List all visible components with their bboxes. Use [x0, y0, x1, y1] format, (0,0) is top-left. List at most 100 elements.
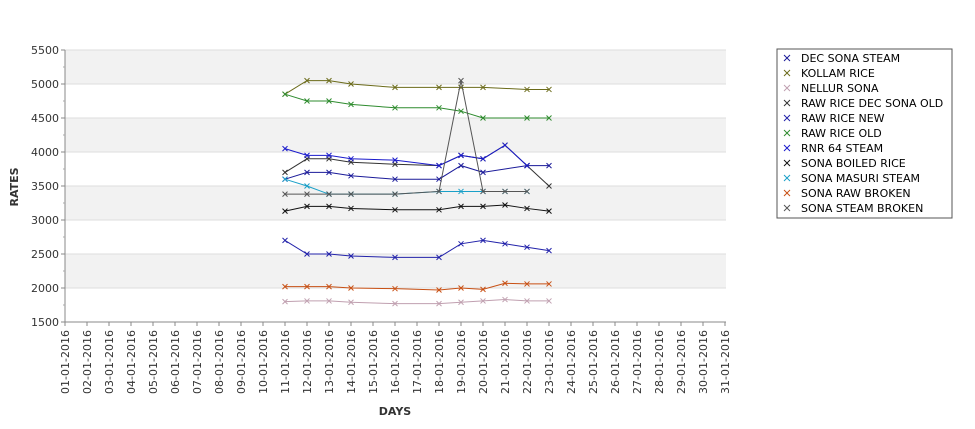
legend-item: DEC SONA STEAM: [783, 52, 900, 65]
data-point: [392, 161, 398, 168]
data-point: [392, 191, 398, 198]
data-point: [524, 244, 530, 251]
data-point: [326, 298, 332, 304]
data-point: [458, 299, 464, 306]
data-point: [458, 152, 464, 159]
series: [282, 91, 552, 121]
series-line: [284, 165, 549, 180]
y-tick-label: 4500: [31, 112, 59, 125]
data-point: [348, 172, 354, 179]
data-point: [392, 176, 398, 183]
data-point: [436, 300, 442, 307]
legend-marker: [783, 54, 791, 62]
data-point: [546, 115, 552, 121]
data-point: [392, 254, 398, 261]
x-tick-label: 04-01-2016: [125, 330, 138, 394]
y-tick-label: 4000: [31, 146, 59, 159]
series-line: [284, 93, 549, 119]
data-point: [348, 155, 354, 162]
data-point: [392, 104, 398, 111]
data-point: [480, 115, 486, 121]
legend-marker: [783, 159, 791, 167]
legend-marker: [783, 144, 791, 152]
data-point: [282, 191, 288, 198]
data-point: [326, 169, 332, 176]
series: [282, 296, 552, 307]
plot-band: [65, 50, 726, 84]
data-point: [304, 98, 310, 104]
x-tick-label: 21-01-2016: [499, 330, 512, 394]
data-point: [502, 240, 508, 247]
y-tick-label: 5500: [31, 44, 59, 57]
legend-label: SONA BOILED RICE: [801, 157, 906, 170]
data-point: [480, 84, 486, 91]
data-point: [546, 162, 552, 169]
legend-label: RAW RICE OLD: [801, 127, 882, 140]
series-line: [285, 80, 527, 195]
data-point: [546, 208, 552, 215]
x-tick-label: 07-01-2016: [191, 330, 204, 394]
data-point: [348, 101, 354, 108]
legend-item: SONA RAW BROKEN: [783, 187, 911, 200]
x-tick-label: 02-01-2016: [81, 330, 94, 394]
x-tick-label: 08-01-2016: [213, 330, 226, 394]
x-tick-label: 22-01-2016: [521, 330, 534, 394]
data-point: [524, 86, 530, 93]
plot-band: [65, 186, 726, 220]
data-point: [524, 281, 530, 287]
legend: DEC SONA STEAM KOLLAM RICE NELLUR SONA RAW …: [776, 48, 953, 219]
legend-marker: [783, 204, 791, 212]
series: [282, 77, 552, 98]
data-point: [392, 206, 398, 213]
data-point: [436, 254, 442, 261]
data-point: [304, 203, 310, 210]
data-point: [546, 86, 552, 93]
data-point: [326, 251, 332, 257]
x-tick-label: 29-01-2016: [675, 330, 688, 394]
data-point: [304, 77, 310, 84]
series: [282, 202, 552, 215]
data-point: [458, 188, 464, 195]
y-tick-label: 5000: [31, 78, 59, 91]
legend-item: SONA STEAM BROKEN: [783, 202, 923, 215]
x-axis-title: DAYS: [379, 405, 412, 418]
data-point: [480, 237, 486, 244]
data-point: [524, 205, 530, 212]
data-point: [348, 299, 354, 306]
x-tick-label: 25-01-2016: [587, 330, 600, 394]
legend-label: SONA RAW BROKEN: [801, 187, 911, 200]
data-point: [282, 298, 288, 305]
x-tick-label: 16-01-2016: [389, 330, 402, 394]
series-line: [284, 144, 528, 167]
series-line: [284, 80, 549, 95]
legend-item: RAW RICE DEC SONA OLD: [783, 97, 943, 110]
data-point: [436, 188, 442, 195]
x-tick-label: 26-01-2016: [609, 330, 622, 394]
y-tick-label: 3000: [31, 214, 59, 227]
data-point: [546, 298, 552, 304]
data-point: [392, 157, 398, 164]
data-point: [348, 253, 354, 259]
y-tick-label: 2000: [31, 282, 59, 295]
data-point: [524, 298, 530, 304]
data-point: [304, 283, 310, 290]
legend-label: RAW RICE DEC SONA OLD: [801, 97, 943, 110]
legend-item: NELLUR SONA: [783, 82, 879, 95]
x-tick-label: 30-01-2016: [697, 330, 710, 394]
data-point: [304, 251, 310, 257]
data-point: [502, 202, 508, 208]
data-point: [282, 145, 288, 152]
x-tick-label: 03-01-2016: [103, 330, 116, 394]
legend-label: RNR 64 STEAM: [801, 142, 883, 155]
data-point: [480, 188, 486, 195]
x-tick-label: 27-01-2016: [631, 330, 644, 394]
data-point: [546, 281, 552, 287]
legend-marker: [783, 129, 791, 137]
x-tick-label: 05-01-2016: [147, 330, 160, 394]
legend-item: SONA BOILED RICE: [783, 157, 906, 170]
x-tick-label: 11-01-2016: [279, 330, 292, 394]
series-layer: [282, 77, 552, 307]
data-point: [304, 169, 310, 176]
x-tick-label: 17-01-2016: [411, 330, 424, 394]
